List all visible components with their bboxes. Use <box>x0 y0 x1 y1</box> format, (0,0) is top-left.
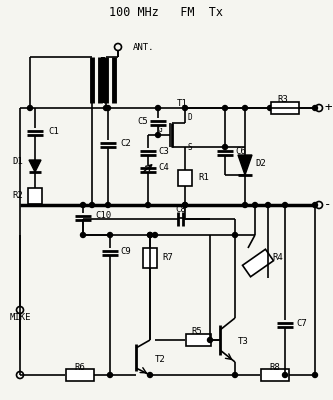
Circle shape <box>242 202 247 208</box>
Circle shape <box>182 106 187 110</box>
Circle shape <box>90 202 95 208</box>
Circle shape <box>312 106 317 110</box>
Bar <box>143 248 157 268</box>
Bar <box>66 369 94 381</box>
Text: C3: C3 <box>158 146 169 156</box>
Circle shape <box>265 202 270 208</box>
Circle shape <box>267 106 272 110</box>
Bar <box>261 369 289 381</box>
Circle shape <box>312 372 317 378</box>
Text: R7: R7 <box>162 254 173 262</box>
Text: R6: R6 <box>75 362 85 372</box>
Text: D2: D2 <box>255 158 266 168</box>
Text: C5: C5 <box>137 116 148 126</box>
Circle shape <box>106 106 111 110</box>
Text: G: G <box>158 126 162 134</box>
Bar <box>271 102 299 114</box>
Circle shape <box>108 232 113 238</box>
Text: C4: C4 <box>158 164 169 172</box>
Text: R8: R8 <box>270 362 280 372</box>
Circle shape <box>222 144 227 150</box>
Circle shape <box>104 106 109 110</box>
Text: -: - <box>324 198 332 212</box>
Circle shape <box>153 232 158 238</box>
Text: R4: R4 <box>272 254 283 262</box>
Text: C8: C8 <box>175 204 186 214</box>
Circle shape <box>182 202 187 208</box>
Circle shape <box>207 338 212 342</box>
Text: C7: C7 <box>296 318 307 328</box>
Text: R1: R1 <box>198 174 209 182</box>
Text: +: + <box>324 102 332 114</box>
Circle shape <box>146 202 151 208</box>
Bar <box>178 170 192 186</box>
Circle shape <box>148 232 153 238</box>
Circle shape <box>106 202 111 208</box>
Text: MIKE: MIKE <box>10 314 32 322</box>
Text: D: D <box>188 114 192 122</box>
Circle shape <box>108 372 113 378</box>
Text: R2: R2 <box>12 192 23 200</box>
Bar <box>185 334 210 346</box>
Polygon shape <box>29 160 41 172</box>
Text: C9: C9 <box>120 246 131 256</box>
Circle shape <box>232 372 237 378</box>
Text: T2: T2 <box>155 356 166 364</box>
Circle shape <box>81 202 86 208</box>
Bar <box>28 188 42 204</box>
Circle shape <box>148 232 153 238</box>
Text: S: S <box>188 142 192 152</box>
Text: C1: C1 <box>48 128 59 136</box>
Bar <box>242 249 273 277</box>
Text: R3: R3 <box>278 96 288 104</box>
Circle shape <box>81 232 86 238</box>
Circle shape <box>282 372 287 378</box>
Circle shape <box>232 232 237 238</box>
Text: ANT.: ANT. <box>133 42 155 52</box>
Circle shape <box>182 202 187 208</box>
Polygon shape <box>238 155 252 175</box>
Text: D1: D1 <box>12 158 23 166</box>
Text: T1: T1 <box>176 100 187 108</box>
Circle shape <box>252 202 257 208</box>
Circle shape <box>28 106 33 110</box>
Text: R5: R5 <box>191 328 202 336</box>
Circle shape <box>282 202 287 208</box>
Text: C6: C6 <box>235 146 246 156</box>
Text: 100 MHz   FM  Tx: 100 MHz FM Tx <box>109 6 223 18</box>
Circle shape <box>222 106 227 110</box>
Circle shape <box>156 132 161 138</box>
Text: C10: C10 <box>95 212 111 220</box>
Circle shape <box>148 372 153 378</box>
Circle shape <box>242 106 247 110</box>
Circle shape <box>312 202 317 208</box>
Text: T3: T3 <box>238 338 249 346</box>
Circle shape <box>156 106 161 110</box>
Text: C2: C2 <box>120 138 131 148</box>
